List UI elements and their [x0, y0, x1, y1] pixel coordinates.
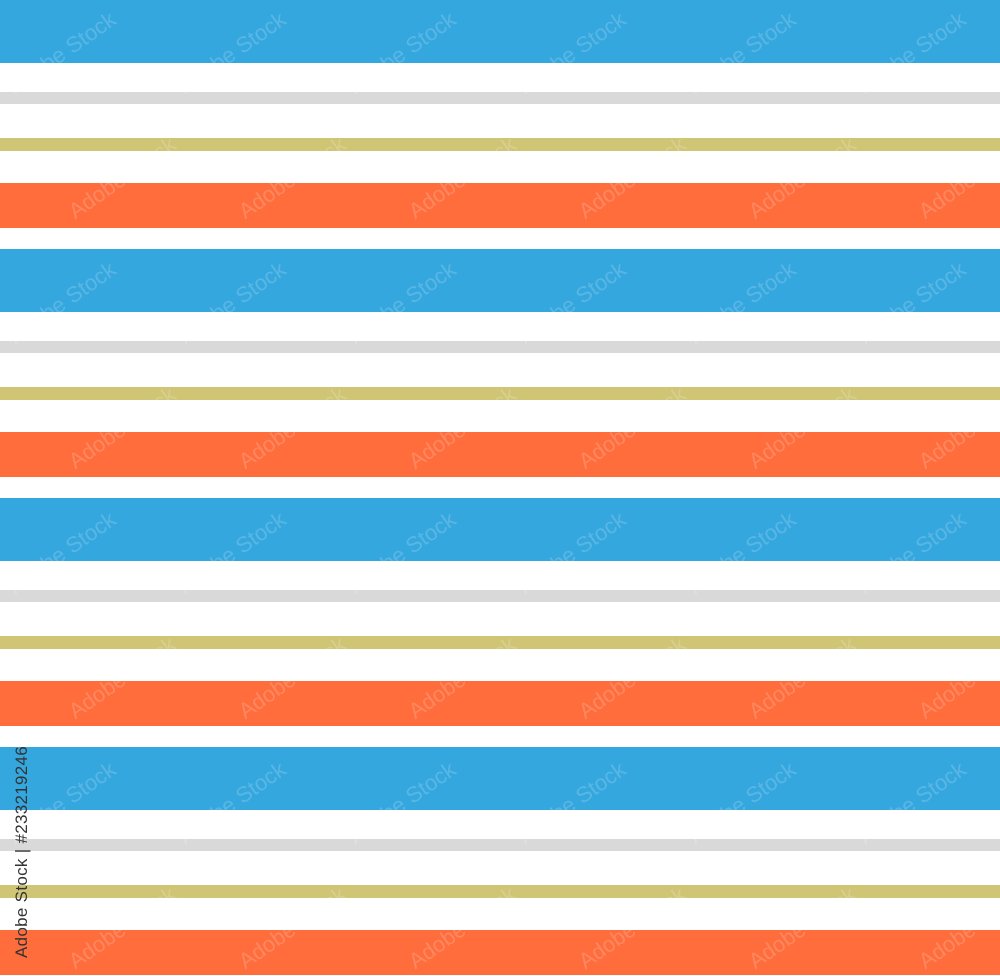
stripe-gold: [0, 138, 1000, 151]
stripe-gold: [0, 387, 1000, 400]
stripe-blue: [0, 0, 1000, 63]
stripe-gray: [0, 92, 1000, 104]
stripe-gray: [0, 341, 1000, 353]
stripe-orange: [0, 183, 1000, 228]
stripe-gray: [0, 839, 1000, 851]
stripe-blue: [0, 249, 1000, 312]
stock-credit-label: Adobe Stock | #233219246: [12, 745, 31, 958]
stripe-orange: [0, 930, 1000, 975]
stripe-gold: [0, 636, 1000, 649]
stripe-blue: [0, 498, 1000, 561]
stripe-orange: [0, 681, 1000, 726]
stripe-gold: [0, 885, 1000, 898]
stripe-blue: [0, 747, 1000, 810]
stripe-orange: [0, 432, 1000, 477]
stripe-gray: [0, 590, 1000, 602]
